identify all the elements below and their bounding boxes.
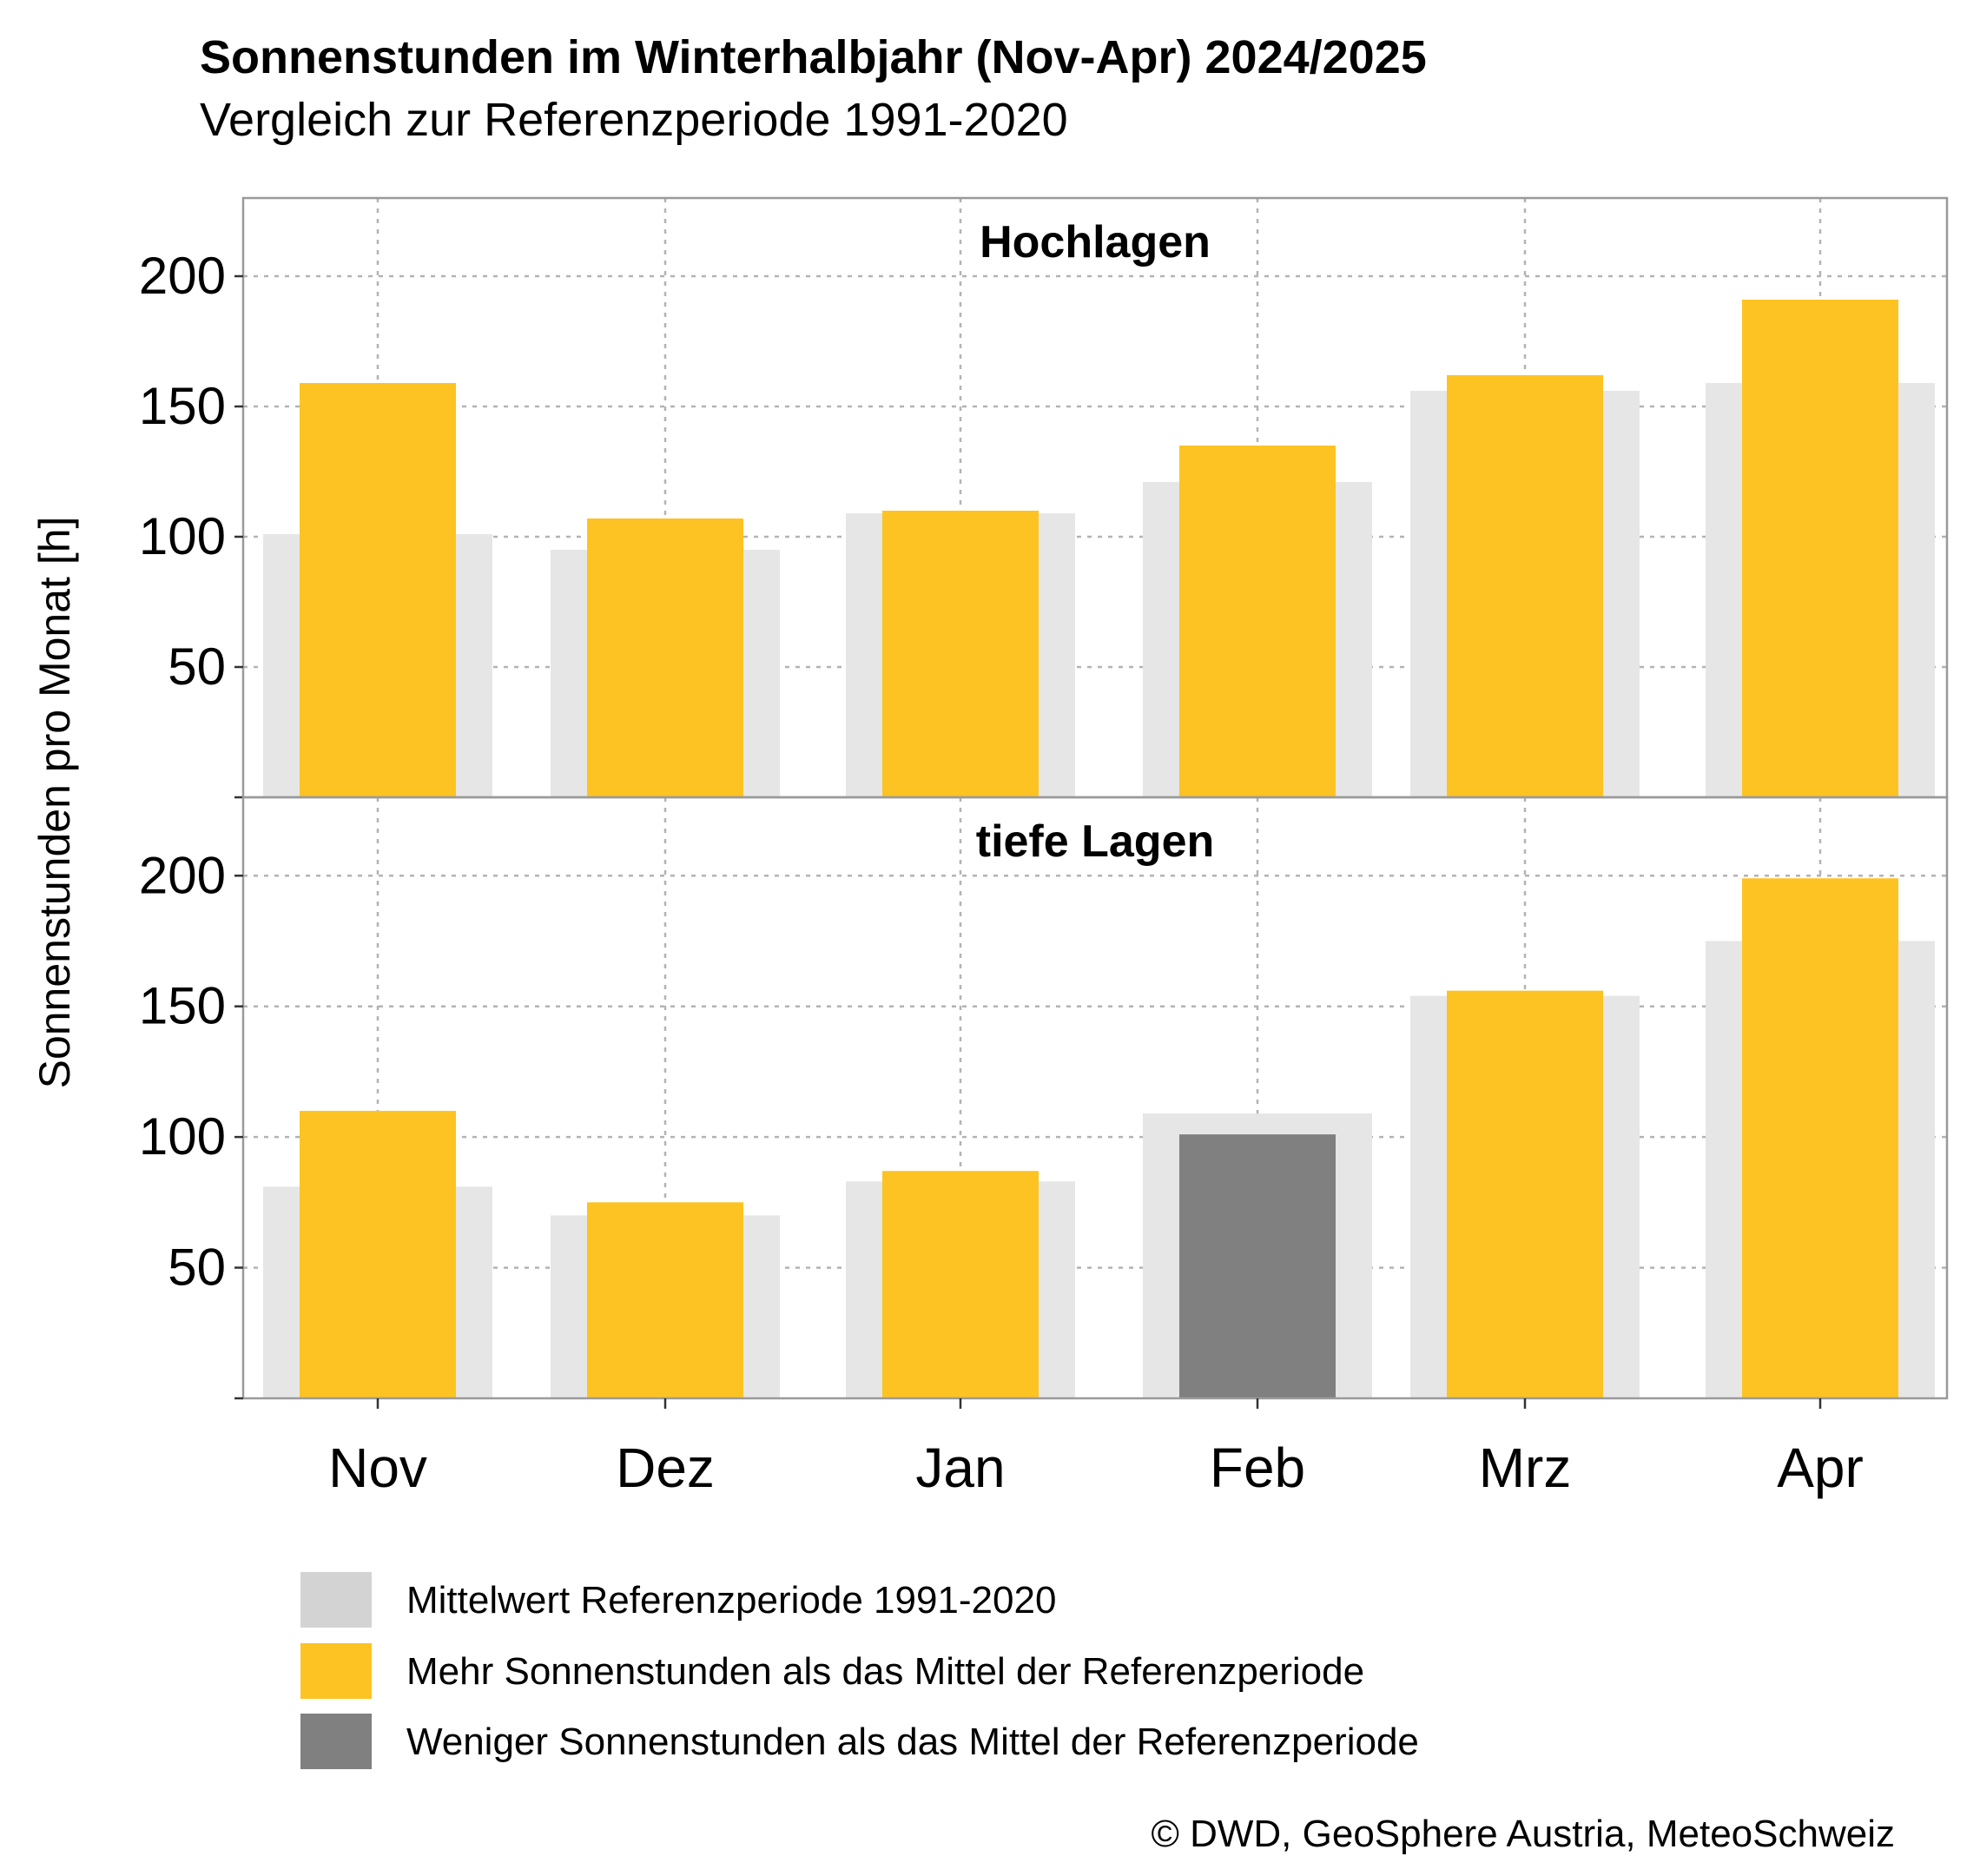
panel-frame bbox=[241, 196, 1949, 799]
y-tick-label: 200 bbox=[139, 247, 226, 305]
actual-bar-apr bbox=[1742, 878, 1898, 1398]
x-tick-label-mrz: Mrz bbox=[1479, 1437, 1572, 1499]
actual-bar-jan bbox=[882, 1171, 1039, 1398]
y-tick-label: 150 bbox=[139, 377, 226, 435]
y-tick-label: 150 bbox=[139, 977, 226, 1035]
panel-title: tiefe Lagen bbox=[976, 816, 1215, 867]
legend-swatch-1 bbox=[300, 1643, 372, 1699]
x-tick-label-jan: Jan bbox=[915, 1437, 1005, 1499]
legend-label-2: Weniger Sonnenstunden als das Mittel der… bbox=[406, 1721, 1419, 1763]
caption: © DWD, GeoSphere Austria, MeteoSchweiz bbox=[1151, 1813, 1895, 1855]
panel-title: Hochlagen bbox=[980, 217, 1211, 268]
actual-bar-nov bbox=[300, 383, 456, 797]
chart-panels: Hochlagen 50 100 150 200 tiefe Lagen 50 100 150 2… bbox=[139, 196, 1949, 1400]
panel-frame bbox=[241, 796, 1949, 1400]
actual-bar-dez bbox=[587, 519, 743, 797]
chart-subtitle: Vergleich zur Referenzperiode 1991-2020 bbox=[200, 94, 1068, 146]
y-tick-label: 200 bbox=[139, 846, 226, 904]
y-tick-label: 100 bbox=[139, 507, 226, 565]
y-axis-label: Sonnenstunden pro Monat [h] bbox=[30, 517, 79, 1089]
x-tick-label-nov: Nov bbox=[328, 1437, 427, 1499]
actual-bar-apr bbox=[1742, 300, 1898, 797]
actual-bar-mrz bbox=[1447, 375, 1603, 797]
legend-label-0: Mittelwert Referenzperiode 1991-2020 bbox=[406, 1579, 1056, 1622]
legend-swatch-0 bbox=[300, 1572, 372, 1628]
chart-title: Sonnenstunden im Winterhalbjahr (Nov-Apr… bbox=[200, 31, 1427, 83]
y-tick-label: 50 bbox=[168, 637, 226, 696]
panel-tiefe-lagen: tiefe Lagen 50 100 150 200 bbox=[139, 796, 1949, 1400]
legend-swatch-2 bbox=[300, 1714, 372, 1769]
y-tick-label: 50 bbox=[168, 1239, 226, 1297]
y-tick-label: 100 bbox=[139, 1107, 226, 1166]
actual-bar-jan bbox=[882, 511, 1039, 797]
x-axis: Nov Dez Jan Feb Mrz Apr bbox=[328, 1398, 1864, 1499]
x-tick-label-feb: Feb bbox=[1210, 1437, 1305, 1499]
panel-hochlagen: Hochlagen 50 100 150 200 bbox=[139, 196, 1949, 799]
actual-bar-feb bbox=[1179, 446, 1336, 797]
actual-bar-feb bbox=[1179, 1134, 1336, 1398]
actual-bar-mrz bbox=[1447, 990, 1603, 1398]
x-tick-label-apr: Apr bbox=[1777, 1437, 1864, 1499]
chart-legend: Mittelwert Referenzperiode 1991-2020 Mehr… bbox=[300, 1572, 1419, 1769]
actual-bar-dez bbox=[587, 1202, 743, 1398]
x-tick-label-dez: Dez bbox=[616, 1437, 715, 1499]
legend-label-1: Mehr Sonnenstunden als das Mittel der Re… bbox=[406, 1650, 1364, 1693]
actual-bar-nov bbox=[300, 1111, 456, 1398]
